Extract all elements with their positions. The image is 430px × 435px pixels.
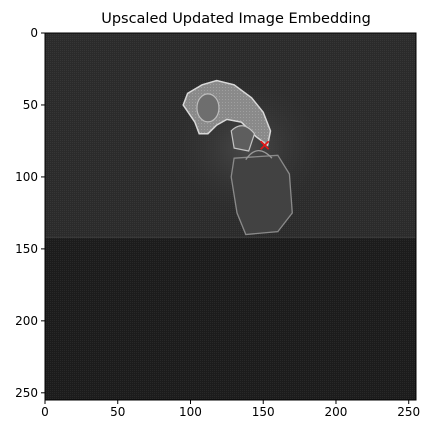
- plot-frame: [44, 32, 417, 401]
- x-tick-label: 0: [41, 405, 49, 419]
- y-tick-label: 200: [15, 314, 38, 328]
- y-tick-label: 100: [15, 170, 38, 184]
- arm-shape: [230, 125, 256, 152]
- x-tick-label: 200: [325, 405, 348, 419]
- head-inner-ellipse: [196, 93, 220, 123]
- y-tick-label: 250: [15, 386, 38, 400]
- marker-stroke-2: [260, 140, 270, 150]
- x-tick-label: 50: [110, 405, 125, 419]
- y-tick-label: 50: [23, 98, 38, 112]
- x-tick-label: 250: [397, 405, 420, 419]
- plot-area: [45, 33, 416, 400]
- x-tick-label: 100: [179, 405, 202, 419]
- marker-x: [260, 140, 270, 150]
- chart-title: Upscaled Updated Image Embedding: [101, 11, 371, 27]
- figure-bag: [230, 150, 293, 236]
- y-tick-label: 150: [15, 242, 38, 256]
- bag-shape: [230, 154, 293, 236]
- figure-head: [182, 79, 272, 152]
- bag-handle: [245, 150, 273, 161]
- x-tick-label: 150: [252, 405, 275, 419]
- y-tick-label: 0: [30, 26, 38, 40]
- heatmap-texture: [45, 237, 416, 400]
